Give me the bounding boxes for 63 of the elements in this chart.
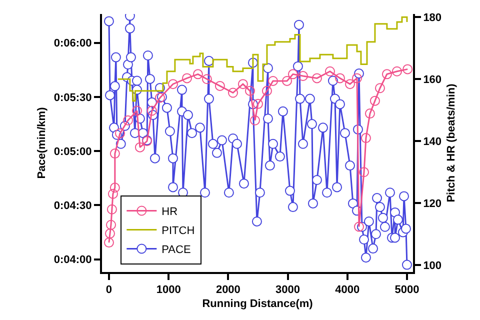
point <box>402 64 413 74</box>
point <box>324 66 335 76</box>
point <box>288 69 298 80</box>
y-tick-label: 0:06:00 <box>54 38 92 50</box>
point <box>244 86 255 96</box>
point <box>334 73 345 84</box>
y-tick-label: 0:04:00 <box>54 254 92 266</box>
y-tick-label: 0:05:30 <box>54 92 92 104</box>
y2-tick-label: 180 <box>423 12 442 24</box>
point <box>192 69 203 80</box>
point <box>345 79 355 90</box>
point <box>146 106 157 116</box>
point <box>359 167 370 178</box>
point <box>122 115 133 126</box>
point <box>392 66 402 76</box>
x-tick-label: 1000 <box>156 284 181 296</box>
point <box>104 238 114 248</box>
point <box>364 108 375 119</box>
point <box>298 71 308 82</box>
point <box>374 83 385 94</box>
point <box>202 74 212 84</box>
point <box>312 73 322 84</box>
y2-tick-label: 140 <box>423 136 442 148</box>
x-tick-label: 0 <box>106 284 112 296</box>
point <box>134 142 145 152</box>
point <box>115 128 125 138</box>
y2-axis-title: Pitch & HR (beats/min) <box>445 83 458 202</box>
y2-tick-label: 100 <box>423 260 442 272</box>
point <box>110 182 120 193</box>
y2-tick-label: 160 <box>423 74 442 86</box>
point <box>104 228 115 239</box>
point <box>228 88 238 98</box>
point <box>214 80 225 91</box>
point <box>382 69 392 80</box>
y-tick-label: 0:05:00 <box>54 146 92 158</box>
x-tick-label: 5000 <box>394 284 420 296</box>
point <box>108 188 118 199</box>
point <box>106 204 117 214</box>
legend-label: PITCH <box>162 225 195 238</box>
point <box>168 79 178 90</box>
x-tick-label: 3000 <box>276 284 300 296</box>
point <box>370 96 380 106</box>
point <box>354 222 364 232</box>
point <box>182 73 192 84</box>
point <box>250 115 260 126</box>
point <box>282 76 292 86</box>
x-tick-label: 4000 <box>335 284 360 296</box>
legend-label: PACE <box>162 244 191 256</box>
point <box>132 106 142 116</box>
point <box>262 86 272 96</box>
y-axis-title: Pace(min/km) <box>36 106 48 179</box>
point <box>110 148 120 159</box>
point <box>268 76 278 86</box>
x-tick-label: 2000 <box>216 284 240 296</box>
x-axis-title: Running Distance(m) <box>202 298 314 310</box>
legend-label: HR <box>162 206 178 218</box>
point <box>238 79 248 90</box>
point <box>106 220 116 230</box>
point <box>352 73 362 84</box>
y2-tick-label: 120 <box>423 198 442 210</box>
point <box>252 98 263 109</box>
y-tick-label: 0:04:30 <box>54 200 92 212</box>
point <box>360 133 371 144</box>
